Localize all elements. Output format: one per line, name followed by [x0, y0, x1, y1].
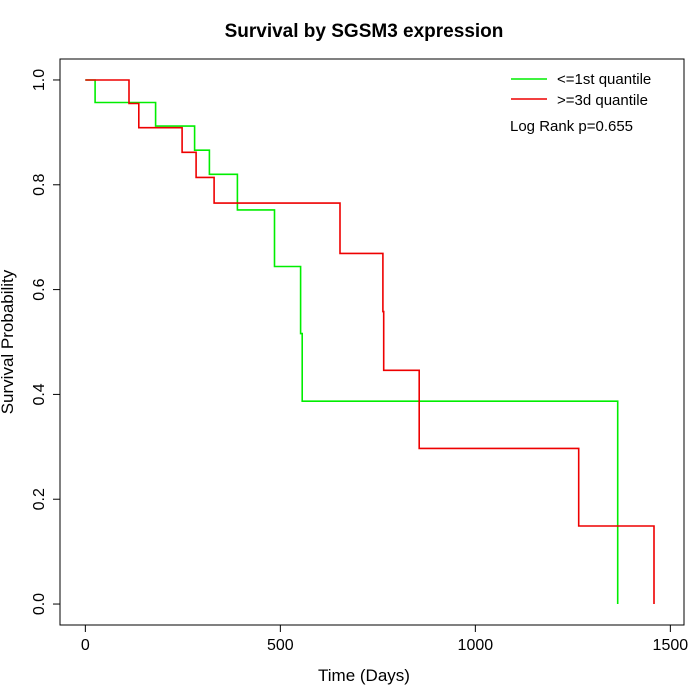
y-tick-label: 0.4 [31, 383, 48, 405]
x-tick-label: 500 [267, 637, 294, 654]
survival-curve-low [85, 79, 619, 604]
x-tick-label: 1500 [653, 637, 689, 654]
axes: 0 500 1000 1500 0.0 0.2 0.4 0.6 0.8 1.0 [31, 69, 688, 654]
y-axis-label: Survival Probability [0, 269, 17, 414]
x-axis-label: Time (Days) [318, 666, 410, 685]
y-tick-label: 1.0 [31, 69, 48, 91]
x-tick-label: 1000 [458, 637, 494, 654]
plot-frame [59, 58, 685, 626]
x-tick-label: 0 [81, 637, 90, 654]
legend-label-low: <=1st quantile [557, 71, 651, 88]
chart-title: Survival by SGSM3 expression [225, 21, 504, 42]
y-tick-label: 0.6 [31, 278, 48, 300]
legend-label-high: >=3d quantile [557, 92, 648, 109]
survival-curves [85, 79, 655, 604]
y-tick-label: 0.0 [31, 593, 48, 615]
survival-curve-high [85, 79, 655, 604]
log-rank-annotation: Log Rank p=0.655 [510, 118, 633, 135]
legend: <=1st quantile >=3d quantile [511, 71, 651, 109]
y-tick-label: 0.2 [31, 488, 48, 510]
y-tick-label: 0.8 [31, 174, 48, 196]
